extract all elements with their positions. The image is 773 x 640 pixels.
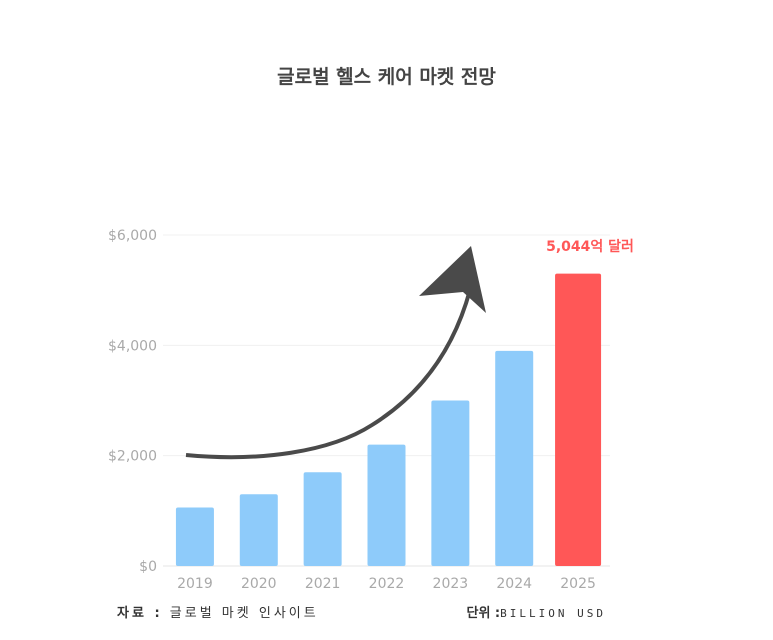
y-tick-label: $4,000	[108, 338, 157, 354]
source-note: 자료 : 글로벌 마켓 인사이트	[117, 602, 319, 621]
trend-arrow-shaft	[185, 289, 472, 460]
y-axis-ticks: $0 $2,000 $4,000 $6,000	[108, 228, 157, 575]
trend-arrow	[185, 246, 486, 460]
source-value: 글로벌 마켓 인사이트	[169, 606, 319, 621]
x-tick-label: 2025	[560, 576, 596, 592]
unit-label: 단위 :	[466, 606, 501, 621]
bar	[555, 273, 602, 566]
x-tick-label: 2022	[369, 576, 405, 592]
bar-chart: $0 $2,000 $4,000 $6,000 2019 2020 2021 2022 202…	[108, 228, 634, 592]
unit-value: BILLION USD	[500, 607, 606, 620]
y-tick-label: $0	[139, 559, 157, 575]
bars	[175, 273, 602, 566]
bar	[495, 350, 534, 566]
x-axis-ticks: 2019 2020 2021 2022 2023 2024 2025	[177, 576, 596, 592]
y-tick-label: $6,000	[108, 228, 157, 244]
x-tick-label: 2020	[241, 576, 277, 592]
x-tick-label: 2021	[305, 576, 341, 592]
x-tick-label: 2023	[433, 576, 469, 592]
x-tick-label: 2019	[177, 576, 213, 592]
bar	[431, 400, 470, 566]
bar-value-annotation: 5,044억 달러	[546, 239, 634, 255]
source-label: 자료 :	[117, 606, 163, 621]
bar	[175, 507, 214, 566]
unit-note: 단위 :BILLION USD	[466, 602, 606, 621]
x-tick-label: 2024	[496, 576, 532, 592]
trend-arrow-head	[419, 246, 486, 313]
bar	[367, 444, 406, 566]
bar	[303, 472, 342, 566]
y-tick-label: $2,000	[108, 449, 157, 465]
bar	[239, 494, 278, 566]
chart-title: 글로벌 헬스 케어 마켓 전망	[277, 66, 496, 88]
